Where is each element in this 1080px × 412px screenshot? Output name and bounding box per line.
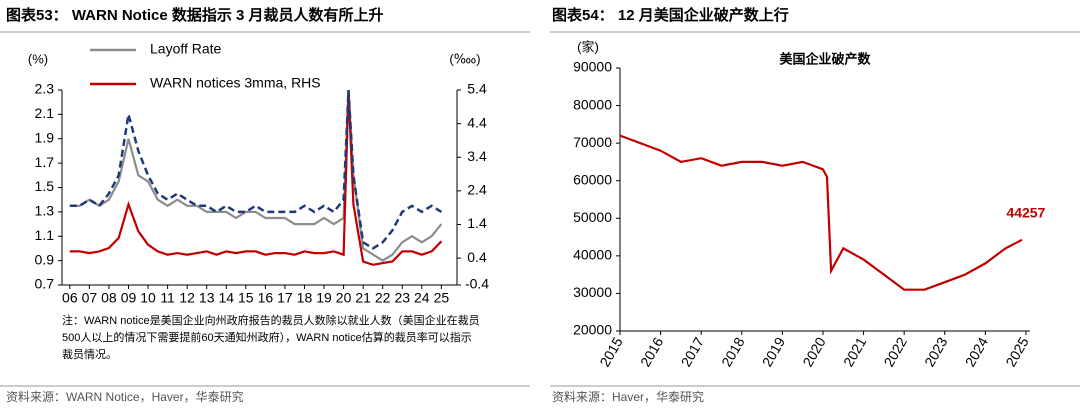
x-tick-label: 2025 — [1002, 334, 1032, 369]
y-tick-label: 2.3 — [35, 81, 55, 97]
y-tick-label: 2.1 — [35, 105, 55, 121]
x-tick-label: 21 — [355, 290, 371, 306]
x-tick-label: 2018 — [718, 334, 748, 369]
y-tick-label: 30000 — [573, 284, 612, 300]
x-tick-label: 17 — [277, 290, 293, 306]
x-tick-label: 24 — [414, 290, 430, 306]
y2-tick-label: 1.4 — [467, 215, 487, 231]
x-tick-label: 23 — [394, 290, 410, 306]
x-tick-label: 2016 — [637, 334, 667, 369]
x-tick-label: 11 — [160, 290, 175, 306]
x-tick-label: 2023 — [921, 334, 951, 369]
x-tick-label: 22 — [375, 290, 391, 306]
y-tick-label: 1.1 — [35, 227, 55, 243]
series-line — [69, 90, 443, 266]
y-tick-label: 1.3 — [35, 203, 55, 219]
series-line — [69, 90, 443, 262]
chart-title: 图表53： WARN Notice 数据指示 3 月裁员人数有所上升 — [6, 6, 384, 24]
x-tick-label: 15 — [238, 290, 254, 306]
x-tick-label: 12 — [179, 290, 195, 306]
series-line — [620, 134, 1023, 291]
y2-tick-label: -0.4 — [465, 276, 489, 292]
source: 资料来源：Haver，华泰研究 — [552, 389, 704, 404]
x-tick-label: 2024 — [962, 334, 992, 369]
x-tick-label: 2019 — [759, 334, 789, 369]
series-line — [69, 90, 443, 250]
x-tick-label: 14 — [218, 290, 234, 306]
chart-subtitle: 美国企业破产数 — [779, 51, 871, 66]
y-tick-label: 80000 — [573, 96, 612, 112]
y-tick-label: 1.7 — [35, 154, 55, 170]
y2-tick-label: 0.4 — [467, 249, 487, 265]
x-tick-label: 06 — [62, 290, 78, 306]
x-tick-label: 2021 — [840, 334, 870, 369]
x-tick-label: 08 — [101, 290, 117, 306]
y-tick-label: 0.7 — [35, 276, 55, 292]
y2-tick-label: 5.4 — [467, 81, 487, 97]
x-tick-label: 2022 — [881, 334, 911, 369]
y2-tick-label: 2.4 — [467, 182, 487, 198]
y-tick-label: 1.5 — [35, 178, 55, 194]
x-tick-label: 18 — [297, 290, 313, 306]
y-axis-label: (%) — [28, 51, 48, 66]
y-tick-label: 60000 — [573, 171, 612, 187]
x-tick-label: 2015 — [596, 334, 626, 369]
x-tick-label: 25 — [434, 290, 450, 306]
x-tick-label: 10 — [140, 290, 156, 306]
plot-area — [69, 90, 443, 266]
note: 注：WARN notice是美国企业向州政府报告的裁员人数除以就业人数（美国企业… — [62, 315, 480, 361]
y-tick-label: 20000 — [573, 322, 612, 338]
y-tick-label: 40000 — [573, 247, 612, 263]
x-tick-label: 2020 — [799, 334, 829, 369]
y-tick-label: 0.9 — [35, 251, 55, 267]
x-tick-label: 09 — [121, 290, 137, 306]
x-tick-label: 2017 — [678, 334, 708, 369]
y-tick-label: 90000 — [573, 59, 612, 75]
x-tick-label: 19 — [316, 290, 332, 306]
x-tick-label: 07 — [82, 290, 98, 306]
y2-tick-label: 3.4 — [467, 148, 487, 164]
chart-title: 图表54： 12 月美国企业破产数上行 — [552, 6, 789, 24]
y-tick-label: 70000 — [573, 134, 612, 150]
y2-tick-label: 4.4 — [467, 114, 487, 130]
x-tick-label: 20 — [336, 290, 352, 306]
y-tick-label: 50000 — [573, 209, 612, 225]
y-tick-label: 1.9 — [35, 129, 55, 145]
legend-label: WARN notices 3mma, RHS — [150, 75, 321, 91]
y2-axis-label: (‱) — [449, 51, 480, 66]
data-label: 44257 — [1006, 205, 1045, 221]
plot-area — [620, 134, 1023, 291]
y-axis-label: (家) — [577, 39, 599, 54]
x-tick-label: 13 — [199, 290, 215, 306]
source: 资料来源：WARN Notice，Haver，华泰研究 — [6, 389, 244, 404]
legend-label: Layoff Rate — [150, 41, 222, 57]
x-tick-label: 16 — [258, 290, 274, 306]
